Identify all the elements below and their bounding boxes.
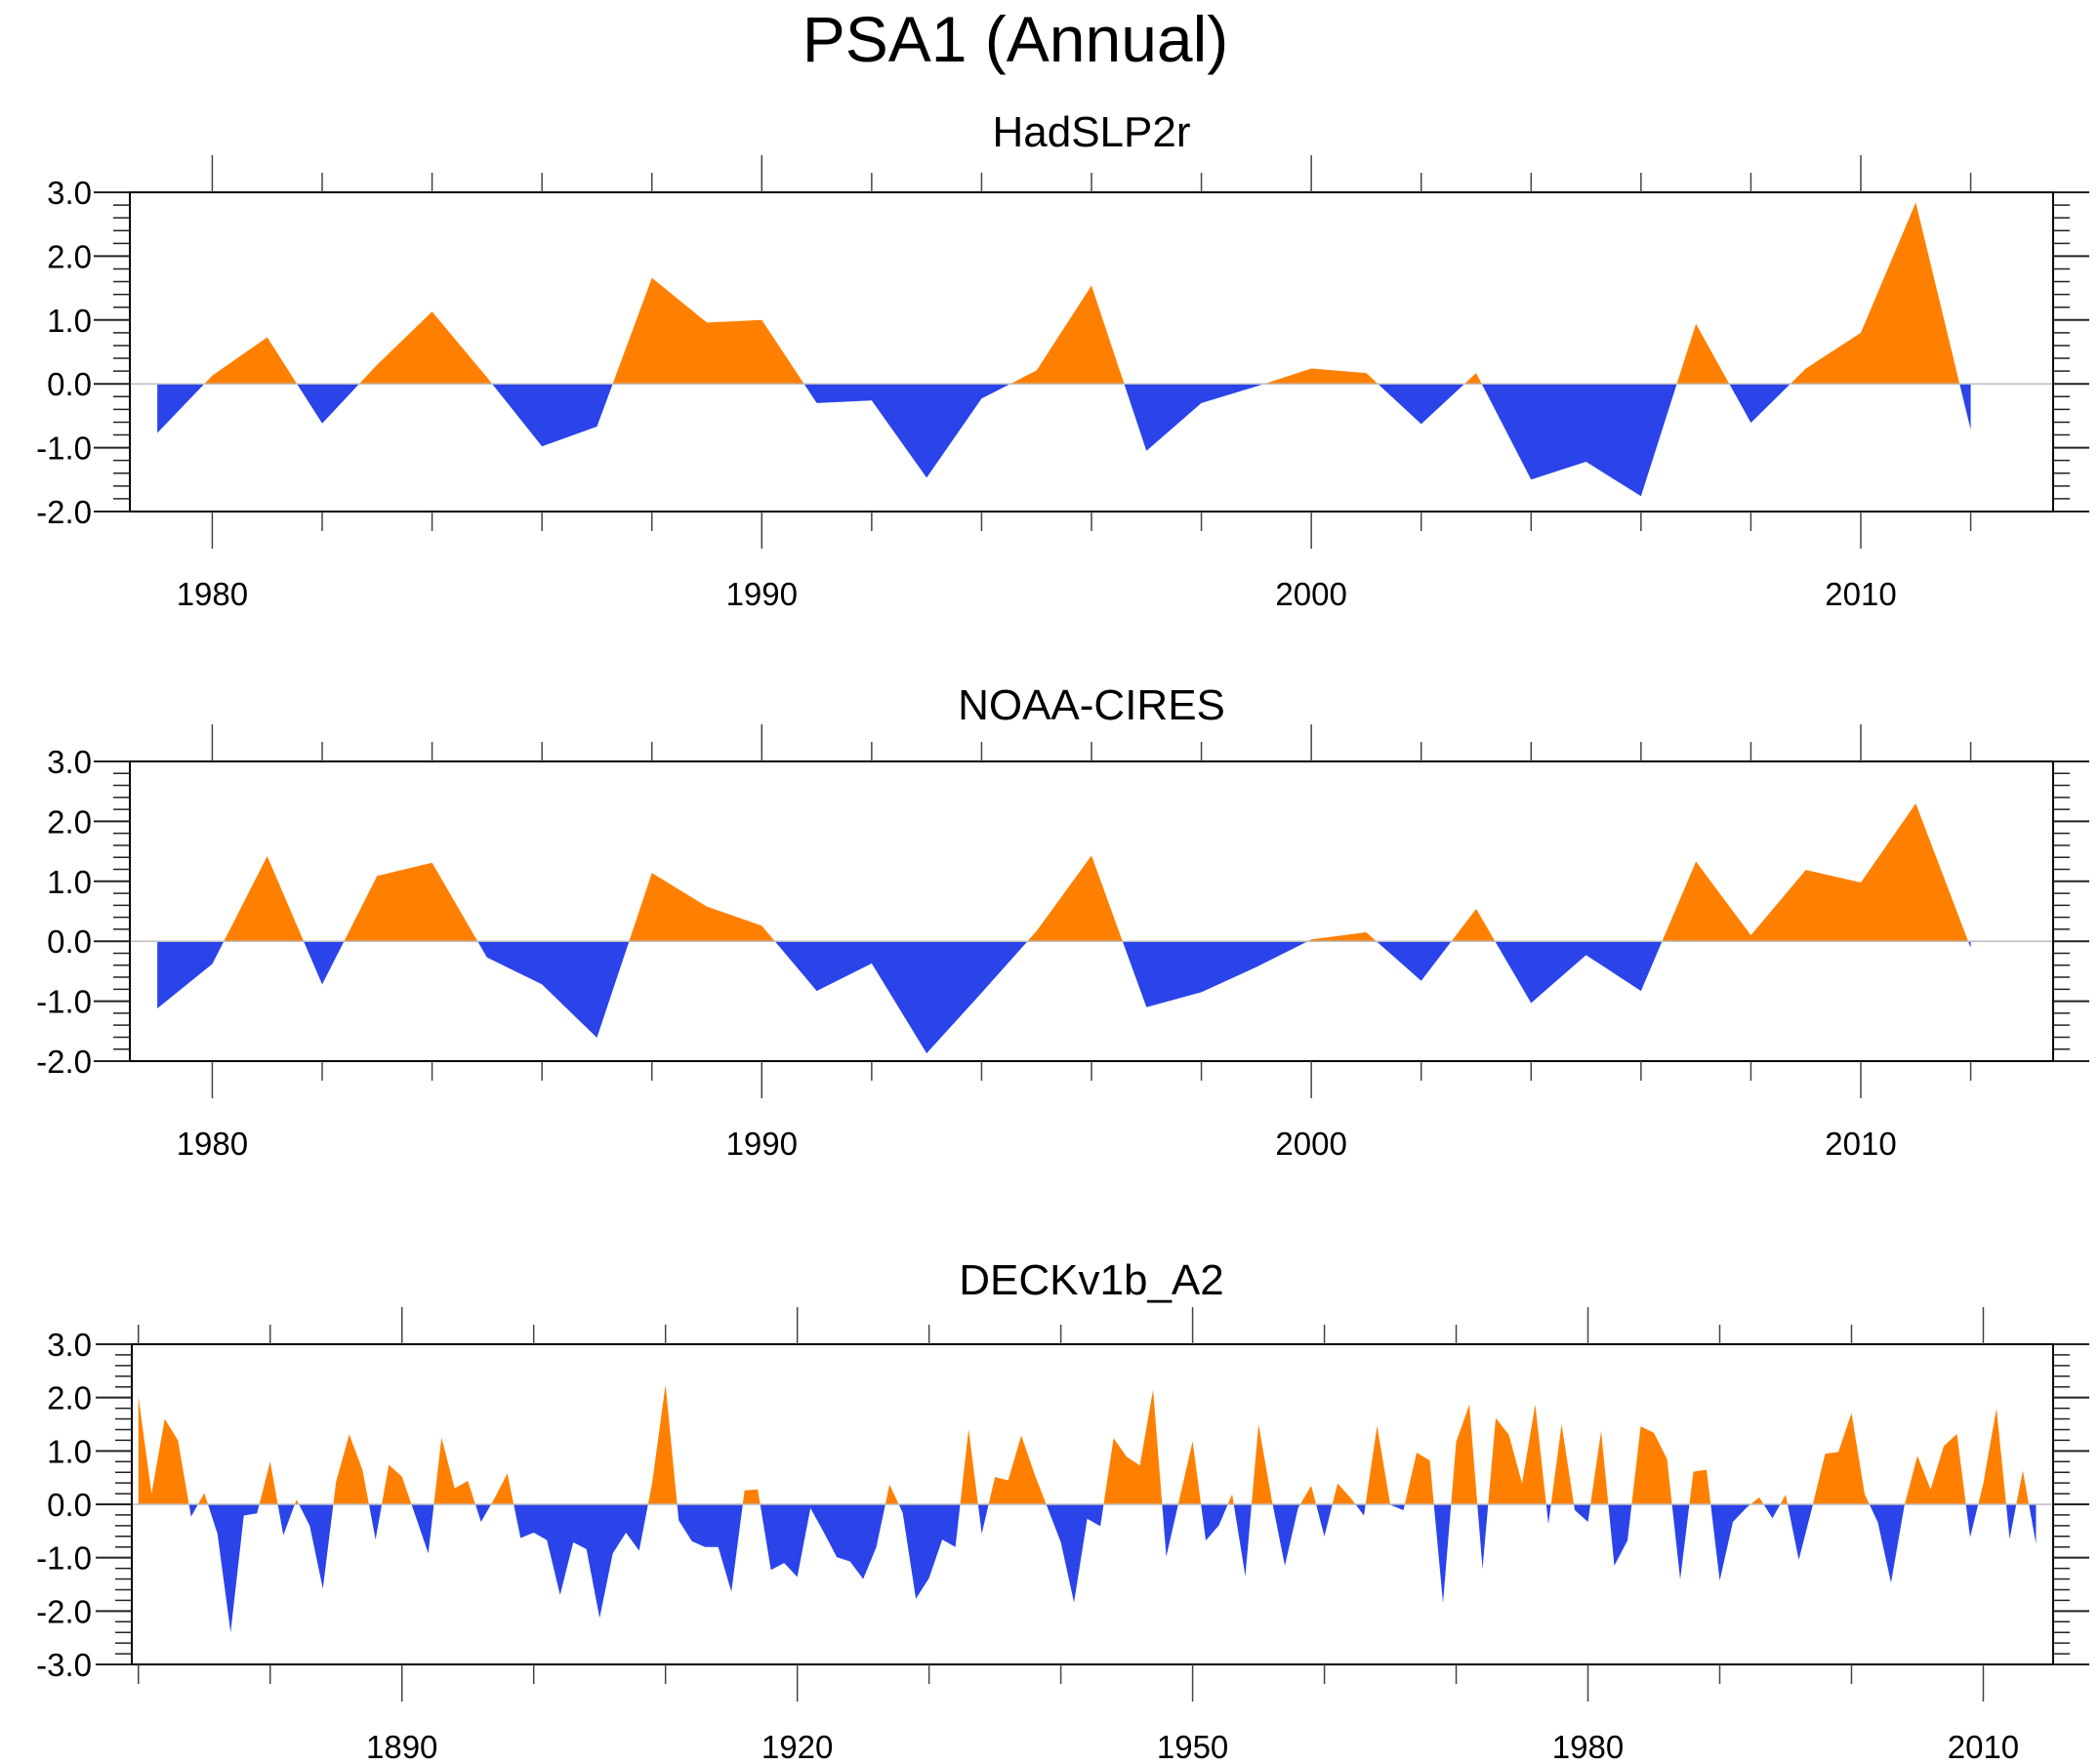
y-tick-label: -2.0 (36, 1044, 92, 1080)
x-tick-label: 1950 (1157, 1729, 1228, 1764)
y-tick-label: -1.0 (36, 431, 92, 467)
x-tick-label: 1890 (366, 1729, 437, 1764)
panel-title-deckv1b-a2: DECKv1b_A2 (959, 1256, 1223, 1304)
y-tick-label: 0.0 (47, 1487, 92, 1523)
panel-title-noaa-cires: NOAA-CIRES (958, 681, 1225, 729)
x-tick-label: 1990 (726, 576, 798, 612)
y-tick-label: 3.0 (47, 1327, 92, 1363)
y-tick-label: 3.0 (47, 175, 92, 211)
figure-title: PSA1 (Annual) (803, 3, 1229, 75)
panel-noaa-cires: NOAA-CIRES 3.0 2.0 1.0 0.0 -1.0 -2.0 1980 1990 2… (36, 681, 2089, 1162)
x-tick-label: 1980 (1552, 1729, 1624, 1764)
x-tick-label: 2010 (1948, 1729, 2019, 1764)
y-tick-label: 2.0 (47, 238, 92, 274)
x-tick-label: 1920 (762, 1729, 833, 1764)
negative-area (157, 384, 1971, 497)
panel-deckv1b-a2: DECKv1b_A2 3.0 2.0 1.0 0.0 -1.0 -2.0 -3.0 1890 1… (36, 1256, 2089, 1764)
y-tick-label: -1.0 (36, 1540, 92, 1577)
x-tick-label: 2000 (1275, 1126, 1346, 1162)
negative-area (188, 1504, 2037, 1633)
y-tick-label: 1.0 (47, 1433, 92, 1469)
y-tick-label: -1.0 (36, 984, 92, 1020)
y-tick-label: -2.0 (36, 494, 92, 530)
y-tick-label: 0.0 (47, 923, 92, 960)
positive-area (224, 802, 1969, 942)
positive-area (204, 202, 1960, 385)
x-tick-label: 2010 (1825, 1126, 1896, 1162)
x-tick-label: 1980 (177, 1126, 248, 1162)
y-tick-label: -3.0 (36, 1647, 92, 1683)
y-tick-label: -2.0 (36, 1593, 92, 1629)
x-tick-label: 1990 (726, 1126, 798, 1162)
x-tick-label: 1980 (177, 576, 248, 612)
x-tick-label: 2000 (1275, 576, 1346, 612)
y-tick-label: 2.0 (47, 803, 92, 840)
x-tick-label: 2010 (1825, 576, 1896, 612)
negative-area (157, 941, 1971, 1054)
panel-hadslp2r: HadSLP2r 3.0 2.0 1.0 0.0 -1.0 -2.0 1980 1990 200… (36, 108, 2089, 612)
y-tick-label: 1.0 (47, 864, 92, 900)
positive-area (138, 1384, 2030, 1504)
y-tick-label: 1.0 (47, 303, 92, 339)
panel-title-hadslp2r: HadSLP2r (992, 108, 1190, 156)
y-tick-label: 3.0 (47, 744, 92, 780)
y-tick-label: 2.0 (47, 1380, 92, 1416)
y-tick-label: 0.0 (47, 366, 92, 402)
